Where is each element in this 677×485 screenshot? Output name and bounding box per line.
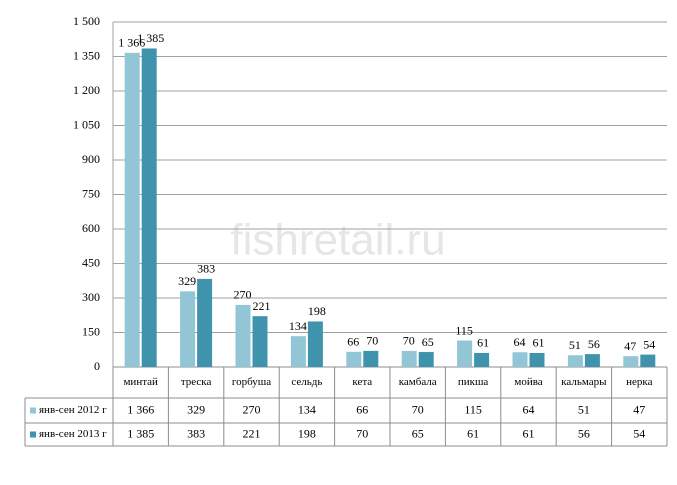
bar	[290, 336, 306, 367]
data-label: 66	[347, 335, 359, 349]
y-tick-label: 300	[82, 290, 100, 304]
x-tick-label: горбуша	[232, 376, 271, 388]
y-tick-label: 1 500	[73, 14, 100, 28]
data-label: 270	[234, 288, 252, 302]
bar	[529, 352, 545, 367]
bar	[197, 278, 213, 367]
table-cell: 1 366	[127, 402, 154, 416]
table-cell: 65	[412, 426, 424, 440]
x-tick-label: нерка	[626, 376, 652, 388]
data-label: 70	[366, 334, 378, 348]
table-cell: 115	[464, 402, 482, 416]
data-label: 1 385	[137, 31, 164, 45]
data-label: 61	[477, 336, 489, 350]
table-cell: 47	[633, 402, 645, 416]
bar	[623, 356, 639, 367]
bar	[474, 352, 490, 367]
table-cell: 134	[298, 402, 316, 416]
y-tick-label: 900	[82, 152, 100, 166]
x-tick-label: мойва	[514, 376, 542, 388]
bar	[235, 304, 251, 367]
x-tick-label: кальмары	[561, 376, 607, 388]
bar	[124, 52, 140, 367]
x-tick-label: пикша	[458, 376, 489, 388]
data-label: 54	[643, 337, 655, 351]
data-label: 1 366	[118, 36, 145, 50]
table-cell: 70	[412, 402, 424, 416]
table-cell: 51	[578, 402, 590, 416]
data-label: 61	[533, 336, 545, 350]
x-tick-label: минтай	[123, 376, 158, 388]
y-tick-label: 0	[94, 359, 100, 373]
bar	[640, 354, 656, 367]
legend-swatch	[30, 431, 36, 438]
table-cell: 270	[243, 402, 261, 416]
data-label: 198	[308, 304, 326, 318]
watermark: fishretail.ru	[230, 216, 445, 265]
table-cell: 61	[467, 426, 479, 440]
table-cell: 329	[187, 402, 205, 416]
legend-label: янв-сен 2012 г	[39, 404, 107, 416]
table-cell: 56	[578, 426, 590, 440]
bar	[401, 350, 417, 367]
bar	[567, 355, 583, 367]
bar	[180, 291, 196, 367]
y-tick-label: 1 200	[73, 83, 100, 97]
table-cell: 61	[523, 426, 535, 440]
y-tick-label: 750	[82, 186, 100, 200]
table-cell: 221	[243, 426, 261, 440]
bar	[346, 351, 362, 367]
bar	[584, 354, 600, 367]
data-label: 221	[253, 299, 271, 313]
y-tick-label: 600	[82, 221, 100, 235]
data-label: 47	[624, 339, 636, 353]
table-cell: 54	[633, 426, 645, 440]
table-cell: 1 385	[127, 426, 154, 440]
x-tick-label: треска	[181, 376, 212, 388]
bar	[141, 48, 157, 367]
bar	[363, 350, 379, 367]
y-tick-label: 150	[82, 324, 100, 338]
data-label: 65	[422, 335, 434, 349]
y-tick-label: 1 050	[73, 117, 100, 131]
x-tick-label: кета	[352, 376, 372, 388]
table-cell: 383	[187, 426, 205, 440]
data-label: 70	[403, 334, 415, 348]
table-cell: 66	[356, 402, 368, 416]
data-label: 56	[588, 337, 600, 351]
legend-label: янв-сен 2013 г	[39, 428, 107, 440]
x-tick-label: камбала	[399, 376, 437, 388]
legend-swatch	[30, 407, 36, 414]
table-cell: 70	[356, 426, 368, 440]
data-label: 329	[178, 274, 196, 288]
bar	[252, 316, 268, 367]
y-tick-label: 450	[82, 255, 100, 269]
data-label: 51	[569, 338, 581, 352]
y-tick-label: 1 350	[73, 48, 100, 62]
x-tick-label: сельдь	[291, 376, 322, 388]
data-label: 115	[455, 323, 473, 337]
bar	[307, 321, 323, 367]
table-cell: 64	[523, 402, 535, 416]
data-label: 134	[289, 319, 307, 333]
table-cell: 198	[298, 426, 316, 440]
bar	[418, 352, 434, 367]
bar	[512, 352, 528, 367]
bar	[457, 340, 473, 367]
data-label: 383	[197, 262, 215, 276]
data-label: 64	[514, 335, 526, 349]
